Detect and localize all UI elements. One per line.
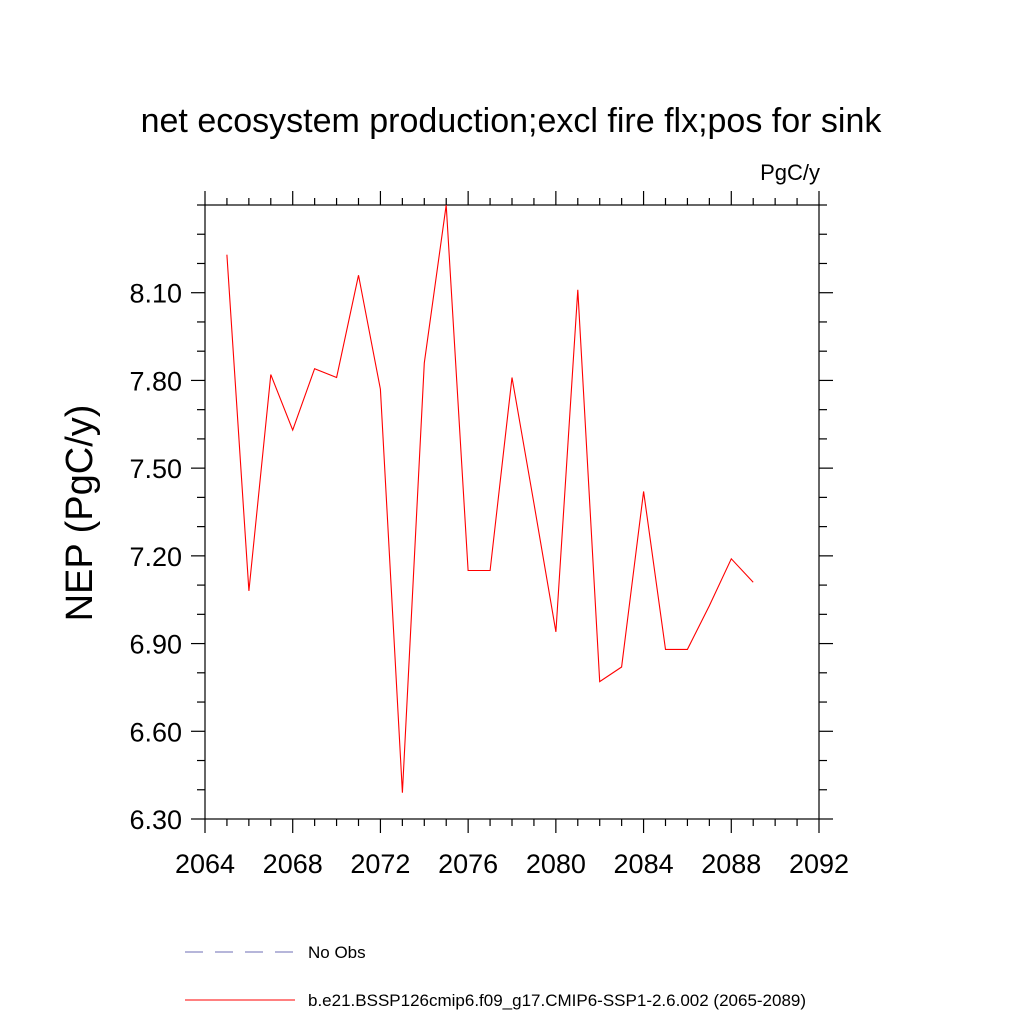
x-tick-label: 2092	[789, 849, 849, 879]
x-tick-label: 2064	[175, 849, 235, 879]
legend-label-ssp126: b.e21.BSSP126cmip6.f09_g17.CMIP6-SSP1-2.…	[308, 991, 806, 1010]
plot-frame	[204, 204, 820, 820]
x-tick-label: 2068	[263, 849, 323, 879]
x-tick-label: 2076	[438, 849, 498, 879]
y-tick-label: 7.20	[129, 542, 182, 572]
x-tick-label: 2088	[701, 849, 761, 879]
legend: No Obs b.e21.BSSP126cmip6.f09_g17.CMIP6-…	[185, 943, 806, 1010]
y-tick-label: 7.80	[129, 366, 182, 396]
y-tick-label: 6.60	[129, 717, 182, 747]
y-tick-label: 6.30	[129, 805, 182, 835]
y-tick-label: 7.50	[129, 454, 182, 484]
legend-label-no-obs: No Obs	[308, 943, 366, 962]
axis-ticks	[191, 191, 833, 833]
y-tick-label: 8.10	[129, 279, 182, 309]
y-tick-label: 6.90	[129, 630, 182, 660]
x-tick-label: 2084	[614, 849, 674, 879]
chart-units: PgC/y	[760, 160, 820, 185]
series-line-ssp126	[226, 204, 754, 793]
x-tick-labels: 2064 2068 2072 2076 2080 2084 2088 2092	[175, 849, 849, 879]
y-axis-label: NEP (PgC/y)	[59, 405, 101, 622]
chart-title: net ecosystem production;excl fire flx;p…	[141, 102, 883, 140]
y-tick-labels: 6.30 6.60 6.90 7.20 7.50 7.80 8.10	[129, 279, 182, 835]
x-tick-label: 2072	[350, 849, 410, 879]
series-lines	[226, 204, 754, 793]
x-tick-label: 2080	[526, 849, 586, 879]
